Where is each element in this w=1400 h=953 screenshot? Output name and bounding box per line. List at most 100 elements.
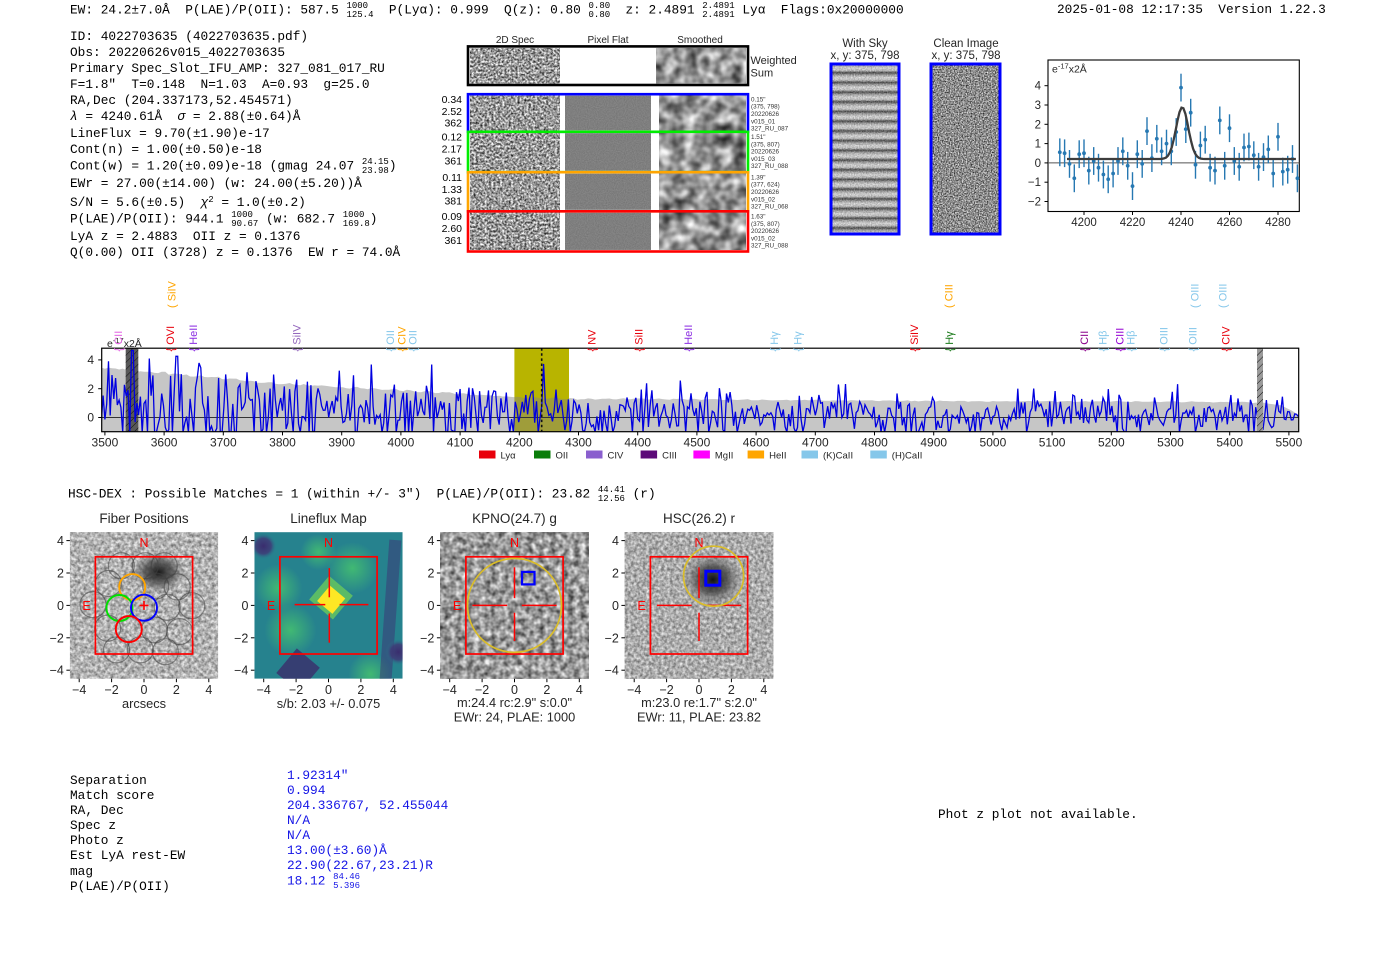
svg-text:0: 0 [141, 683, 148, 697]
svg-text:1.33: 1.33 [442, 184, 463, 196]
svg-text:{ SiII: { SiII [633, 329, 645, 352]
svg-text:0: 0 [1035, 158, 1041, 170]
svg-text:0: 0 [241, 599, 248, 613]
svg-text:2.52: 2.52 [442, 106, 463, 118]
svg-text:4200: 4200 [506, 436, 533, 450]
svg-text:0.34: 0.34 [442, 94, 463, 106]
svg-text:Smoothed: Smoothed [677, 35, 723, 46]
svg-text:2: 2 [87, 382, 94, 396]
svg-text:(H)CaII: (H)CaII [892, 451, 923, 462]
svg-text:4: 4 [87, 353, 94, 367]
svg-text:( OIII: ( OIII [1217, 284, 1229, 308]
svg-text:{ HeII: { HeII [188, 325, 200, 352]
svg-text:With Sky: With Sky [842, 38, 888, 50]
svg-text:327_RU_087: 327_RU_087 [751, 126, 789, 133]
svg-text:1: 1 [1035, 139, 1041, 151]
svg-text:2: 2 [612, 567, 619, 581]
svg-text:20220626: 20220626 [751, 228, 780, 235]
svg-text:Pixel Flat: Pixel Flat [587, 35, 628, 46]
svg-text:−2: −2 [234, 631, 248, 645]
svg-text:3600: 3600 [151, 436, 178, 450]
svg-text:{ NV: { NV [586, 329, 598, 352]
svg-text:−2: −2 [289, 683, 303, 697]
svg-text:−2: −2 [420, 631, 434, 645]
svg-text:{ CII: { CII [1079, 331, 1091, 352]
svg-text:2: 2 [357, 683, 364, 697]
svg-text:−4: −4 [627, 683, 641, 697]
svg-text:3700: 3700 [210, 436, 237, 450]
svg-text:(375, 798): (375, 798) [751, 104, 780, 111]
svg-text:0.15": 0.15" [751, 96, 766, 103]
svg-text:−4: −4 [257, 683, 271, 697]
svg-text:5200: 5200 [1098, 436, 1125, 450]
svg-text:0: 0 [511, 683, 518, 697]
svg-text:5000: 5000 [980, 436, 1007, 450]
svg-text:0.12: 0.12 [442, 132, 463, 144]
svg-text:4000: 4000 [388, 436, 415, 450]
svg-text:2D Spec: 2D Spec [496, 35, 534, 46]
svg-text:OII: OII [556, 451, 569, 462]
svg-text:1.51": 1.51" [751, 134, 766, 141]
svg-text:4: 4 [576, 683, 583, 697]
svg-text:327_RU_088: 327_RU_088 [751, 163, 789, 170]
svg-text:−2: −2 [1028, 197, 1041, 209]
svg-text:s/b: 2.03 +/- 0.075: s/b: 2.03 +/- 0.075 [277, 696, 381, 711]
svg-text:1.63": 1.63" [751, 214, 766, 221]
svg-text:5400: 5400 [1216, 436, 1243, 450]
svg-text:N: N [510, 536, 519, 550]
svg-text:HeII: HeII [769, 451, 786, 462]
svg-text:5500: 5500 [1276, 436, 1303, 450]
svg-text:2: 2 [241, 567, 248, 581]
svg-text:4: 4 [241, 534, 248, 548]
svg-text:{ HeII: { HeII [683, 325, 695, 352]
svg-text:4: 4 [205, 683, 212, 697]
svg-text:381: 381 [444, 196, 462, 208]
svg-text:Weighted: Weighted [751, 55, 797, 67]
svg-text:−4: −4 [234, 664, 248, 678]
svg-text:4240: 4240 [1168, 217, 1194, 229]
svg-text:−2: −2 [605, 631, 619, 645]
svg-text:4200: 4200 [1071, 217, 1097, 229]
svg-text:2.17: 2.17 [442, 143, 463, 155]
svg-text:4280: 4280 [1265, 217, 1291, 229]
svg-text:20220626: 20220626 [751, 149, 780, 156]
svg-text:{ Hγ: { Hγ [792, 331, 804, 352]
svg-text:( OIII: ( OIII [1190, 284, 1202, 308]
svg-text:m:23.0 re:1.7" s:2.0": m:23.0 re:1.7" s:2.0" [641, 695, 757, 710]
svg-text:arcsecs: arcsecs [122, 696, 166, 711]
svg-text:( CIII: ( CIII [944, 284, 956, 308]
svg-text:4600: 4600 [743, 436, 770, 450]
svg-text:e-17x2Å: e-17x2Å [1052, 62, 1087, 76]
svg-text:20220626: 20220626 [751, 111, 780, 118]
svg-text:{ OIII: { OIII [1187, 327, 1199, 351]
svg-text:( SiIV: ( SiIV [166, 280, 178, 308]
svg-text:4: 4 [57, 534, 64, 548]
svg-text:HSC(26.2) r: HSC(26.2) r [663, 511, 736, 526]
svg-text:{ Hβ: { Hβ [1097, 330, 1109, 351]
svg-text:MgII: MgII [715, 451, 733, 462]
svg-text:3900: 3900 [328, 436, 355, 450]
svg-text:362: 362 [444, 118, 462, 130]
svg-text:4900: 4900 [920, 436, 947, 450]
svg-text:4: 4 [760, 683, 767, 697]
svg-text:E: E [267, 599, 275, 613]
svg-text:2: 2 [427, 567, 434, 581]
svg-text:{ Hγ: { Hγ [944, 331, 956, 352]
svg-text:2: 2 [57, 567, 64, 581]
svg-text:Clean Image: Clean Image [933, 38, 998, 50]
svg-text:{ OII: { OII [407, 330, 419, 351]
svg-text:4220: 4220 [1120, 217, 1146, 229]
svg-text:x, y: 375, 798: x, y: 375, 798 [830, 50, 899, 62]
svg-text:(375, 807): (375, 807) [751, 221, 780, 228]
svg-text:x, y: 375, 798: x, y: 375, 798 [931, 50, 1000, 62]
svg-text:{ Hβ: { Hβ [1125, 330, 1137, 351]
svg-text:4260: 4260 [1217, 217, 1243, 229]
svg-text:3: 3 [1035, 100, 1041, 112]
svg-text:N: N [139, 536, 148, 550]
svg-text:{ SiIV: { SiIV [292, 324, 304, 352]
svg-text:v015_03: v015_03 [751, 156, 776, 163]
svg-text:5100: 5100 [1039, 436, 1066, 450]
svg-text:{ CIII: { CIII [1115, 328, 1127, 352]
svg-text:3500: 3500 [92, 436, 119, 450]
svg-text:2: 2 [543, 683, 550, 697]
